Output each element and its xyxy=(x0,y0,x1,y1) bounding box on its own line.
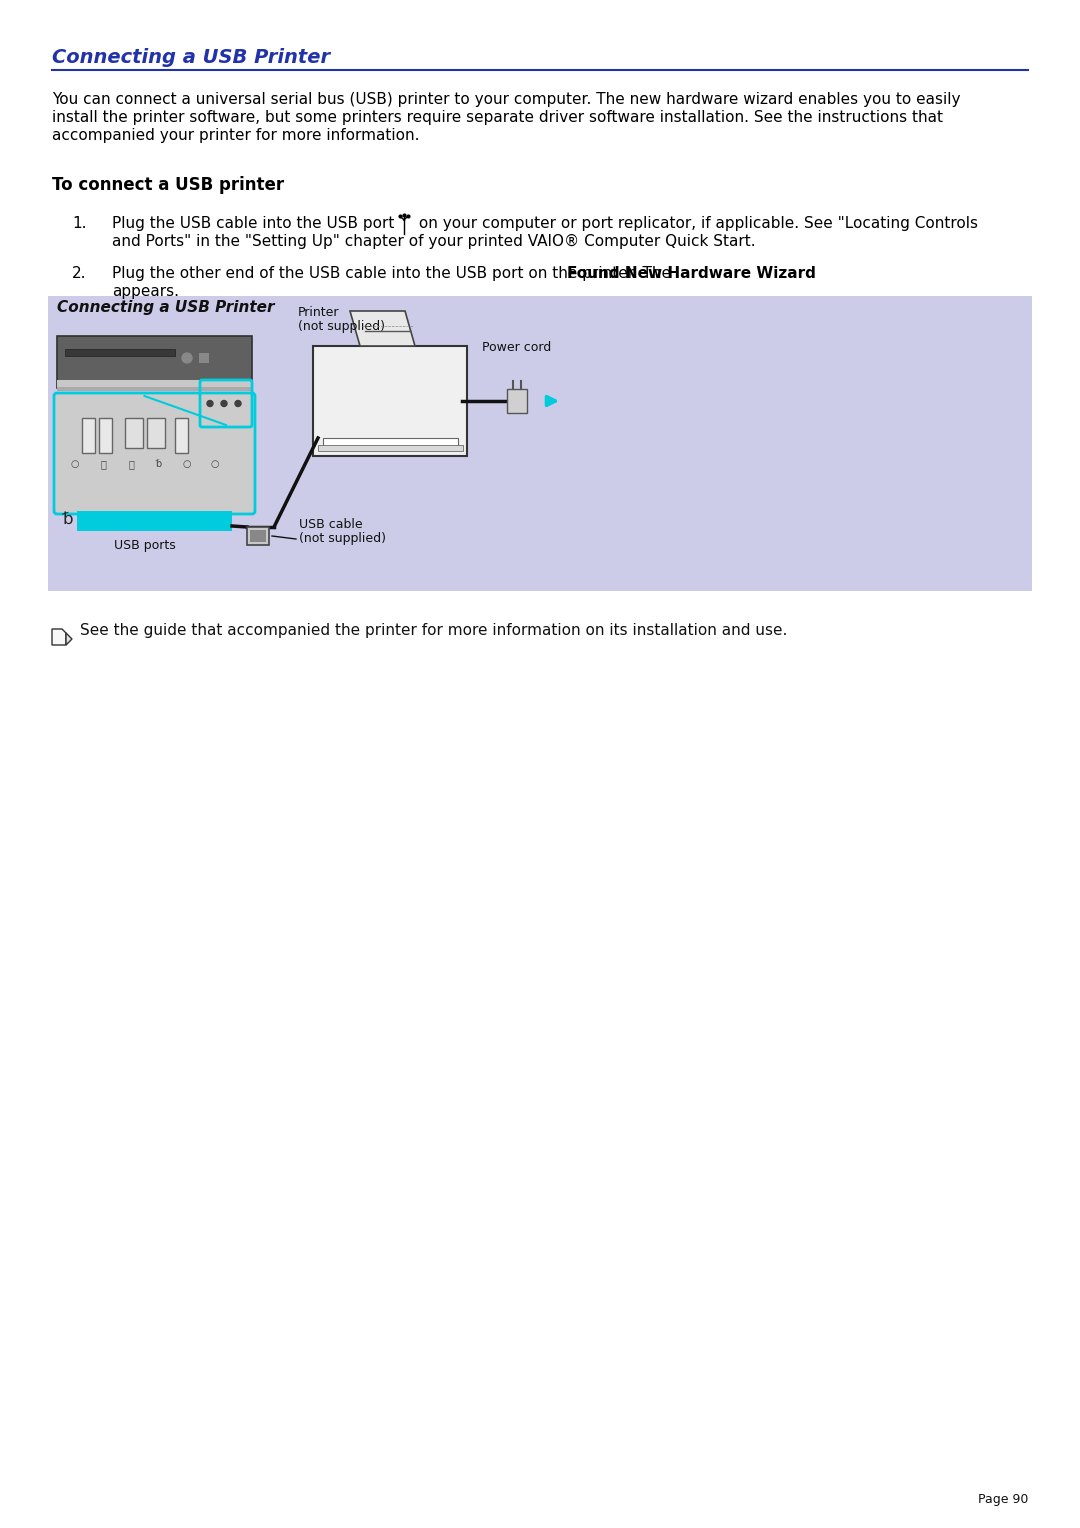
FancyBboxPatch shape xyxy=(175,419,188,452)
FancyBboxPatch shape xyxy=(77,510,232,532)
Polygon shape xyxy=(350,312,415,345)
FancyBboxPatch shape xyxy=(54,393,255,513)
Text: Printer: Printer xyxy=(298,306,339,319)
FancyBboxPatch shape xyxy=(48,296,1032,591)
Text: ⑇: ⑇ xyxy=(100,458,106,469)
Text: ○: ○ xyxy=(71,458,79,469)
Text: Found New Hardware Wizard: Found New Hardware Wizard xyxy=(567,266,816,281)
Text: 1.: 1. xyxy=(72,215,86,231)
Text: Connecting a USB Printer: Connecting a USB Printer xyxy=(52,47,330,67)
FancyBboxPatch shape xyxy=(247,527,269,545)
Text: To connect a USB printer: To connect a USB printer xyxy=(52,176,284,194)
Text: Plug the USB cable into the USB port: Plug the USB cable into the USB port xyxy=(112,215,394,231)
Polygon shape xyxy=(313,345,467,455)
Text: ␢: ␢ xyxy=(156,458,162,469)
FancyBboxPatch shape xyxy=(48,296,1032,319)
Polygon shape xyxy=(52,630,66,645)
FancyBboxPatch shape xyxy=(57,380,252,388)
Polygon shape xyxy=(66,633,72,645)
Text: Plug the other end of the USB cable into the USB port on the printer. The: Plug the other end of the USB cable into… xyxy=(112,266,676,281)
Circle shape xyxy=(183,353,192,364)
Text: ␢: ␢ xyxy=(62,510,72,529)
Circle shape xyxy=(235,400,241,406)
Text: USB cable: USB cable xyxy=(299,518,363,532)
FancyBboxPatch shape xyxy=(147,419,165,448)
Text: See the guide that accompanied the printer for more information on its installat: See the guide that accompanied the print… xyxy=(80,623,787,639)
Text: ○: ○ xyxy=(183,458,191,469)
Text: Power cord: Power cord xyxy=(483,341,552,354)
Text: Connecting a USB Printer: Connecting a USB Printer xyxy=(57,299,274,315)
Text: and Ports" in the "Setting Up" chapter of your printed VAIO® Computer Quick Star: and Ports" in the "Setting Up" chapter o… xyxy=(112,234,756,249)
Text: Page 90: Page 90 xyxy=(977,1493,1028,1507)
Text: (not supplied): (not supplied) xyxy=(298,319,384,333)
Text: on your computer or port replicator, if applicable. See "Locating Controls: on your computer or port replicator, if … xyxy=(414,215,978,231)
Text: accompanied your printer for more information.: accompanied your printer for more inform… xyxy=(52,128,419,144)
FancyBboxPatch shape xyxy=(57,336,252,388)
Text: USB ports: USB ports xyxy=(113,539,175,552)
FancyBboxPatch shape xyxy=(65,348,175,356)
Text: (not supplied): (not supplied) xyxy=(299,532,386,545)
Text: install the printer software, but some printers require separate driver software: install the printer software, but some p… xyxy=(52,110,943,125)
FancyBboxPatch shape xyxy=(125,419,143,448)
Text: ○: ○ xyxy=(211,458,219,469)
FancyBboxPatch shape xyxy=(57,387,252,391)
FancyBboxPatch shape xyxy=(82,419,95,452)
Text: You can connect a universal serial bus (USB) printer to your computer. The new h: You can connect a universal serial bus (… xyxy=(52,92,960,107)
Circle shape xyxy=(221,400,227,406)
FancyBboxPatch shape xyxy=(507,390,527,413)
FancyBboxPatch shape xyxy=(323,439,458,448)
Text: ⑇: ⑇ xyxy=(129,458,134,469)
FancyBboxPatch shape xyxy=(199,353,210,364)
Text: appears.: appears. xyxy=(112,284,179,299)
FancyBboxPatch shape xyxy=(318,445,463,451)
FancyBboxPatch shape xyxy=(249,530,266,542)
Text: 2.: 2. xyxy=(72,266,86,281)
Circle shape xyxy=(207,400,213,406)
FancyBboxPatch shape xyxy=(99,419,112,452)
